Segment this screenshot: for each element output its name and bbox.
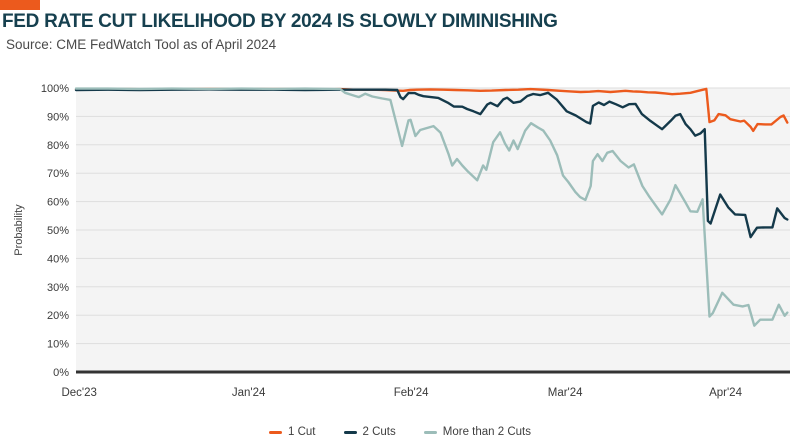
brand-accent-bar [0,0,40,10]
y-tick-label-80: 80% [47,140,69,152]
y-tick-label-60: 60% [47,197,69,209]
legend-label-more-than-2-cuts: More than 2 Cuts [442,426,531,438]
legend-item-1-cut: 1 Cut [269,426,316,438]
y-tick-label-70: 70% [47,168,69,180]
legend-item-more-than-2-cuts: More than 2 Cuts [423,426,531,438]
y-tick-label-100: 100% [41,83,69,95]
y-tick-label-20: 20% [47,310,69,322]
x-tick-label-dec-23: Dec'23 [61,387,96,399]
x-tick-label-apr-24: Apr'24 [709,387,742,399]
y-tick-label-0: 0% [53,367,69,379]
x-tick-label-feb-24: Feb'24 [394,387,429,399]
legend-swatch-2-cuts [343,430,357,434]
legend-item-2-cuts: 2 Cuts [343,426,396,438]
y-axis-title: Probability [13,204,25,256]
page-title: FED RATE CUT LIKELIHOOD BY 2024 IS SLOWL… [2,11,558,32]
x-tick-label-mar-24: Mar'24 [548,387,583,399]
legend: 1 Cut 2 Cuts More than 2 Cuts [0,426,800,438]
source-text: Source: CME FedWatch Tool as of April 20… [6,37,277,52]
y-tick-label-10: 10% [47,339,69,351]
x-tick-label-jan-24: Jan'24 [232,387,266,399]
y-tick-label-90: 90% [47,111,69,123]
legend-label-1-cut: 1 Cut [288,426,316,438]
legend-swatch-more-than-2-cuts [423,430,437,434]
y-tick-label-50: 50% [47,225,69,237]
legend-label-2-cuts: 2 Cuts [362,426,396,438]
y-tick-label-30: 30% [47,282,69,294]
series-line-more-than-2-cuts [74,87,789,327]
chart-canvas: 0% 10% 20% 30% 40% 50% 60% 70% 80% 90% 100% Dec'23 J… [41,83,790,399]
series-line-2-cuts [74,88,789,239]
legend-swatch-1-cut [269,430,283,434]
y-tick-label-40: 40% [47,253,69,265]
